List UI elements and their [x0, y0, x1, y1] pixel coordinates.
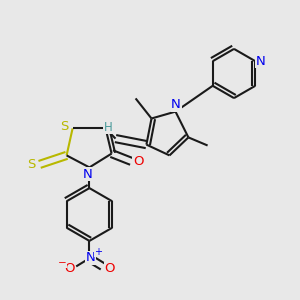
Text: +: + — [94, 247, 102, 257]
Text: N: N — [83, 167, 93, 181]
Text: N: N — [86, 251, 95, 264]
Text: H: H — [103, 121, 112, 134]
Text: O: O — [64, 262, 74, 275]
Text: −: − — [57, 258, 66, 268]
Text: N: N — [256, 55, 265, 68]
Text: S: S — [27, 158, 35, 171]
Text: O: O — [133, 155, 143, 169]
Text: O: O — [104, 262, 115, 275]
Text: S: S — [60, 119, 68, 133]
Text: N: N — [171, 98, 181, 112]
